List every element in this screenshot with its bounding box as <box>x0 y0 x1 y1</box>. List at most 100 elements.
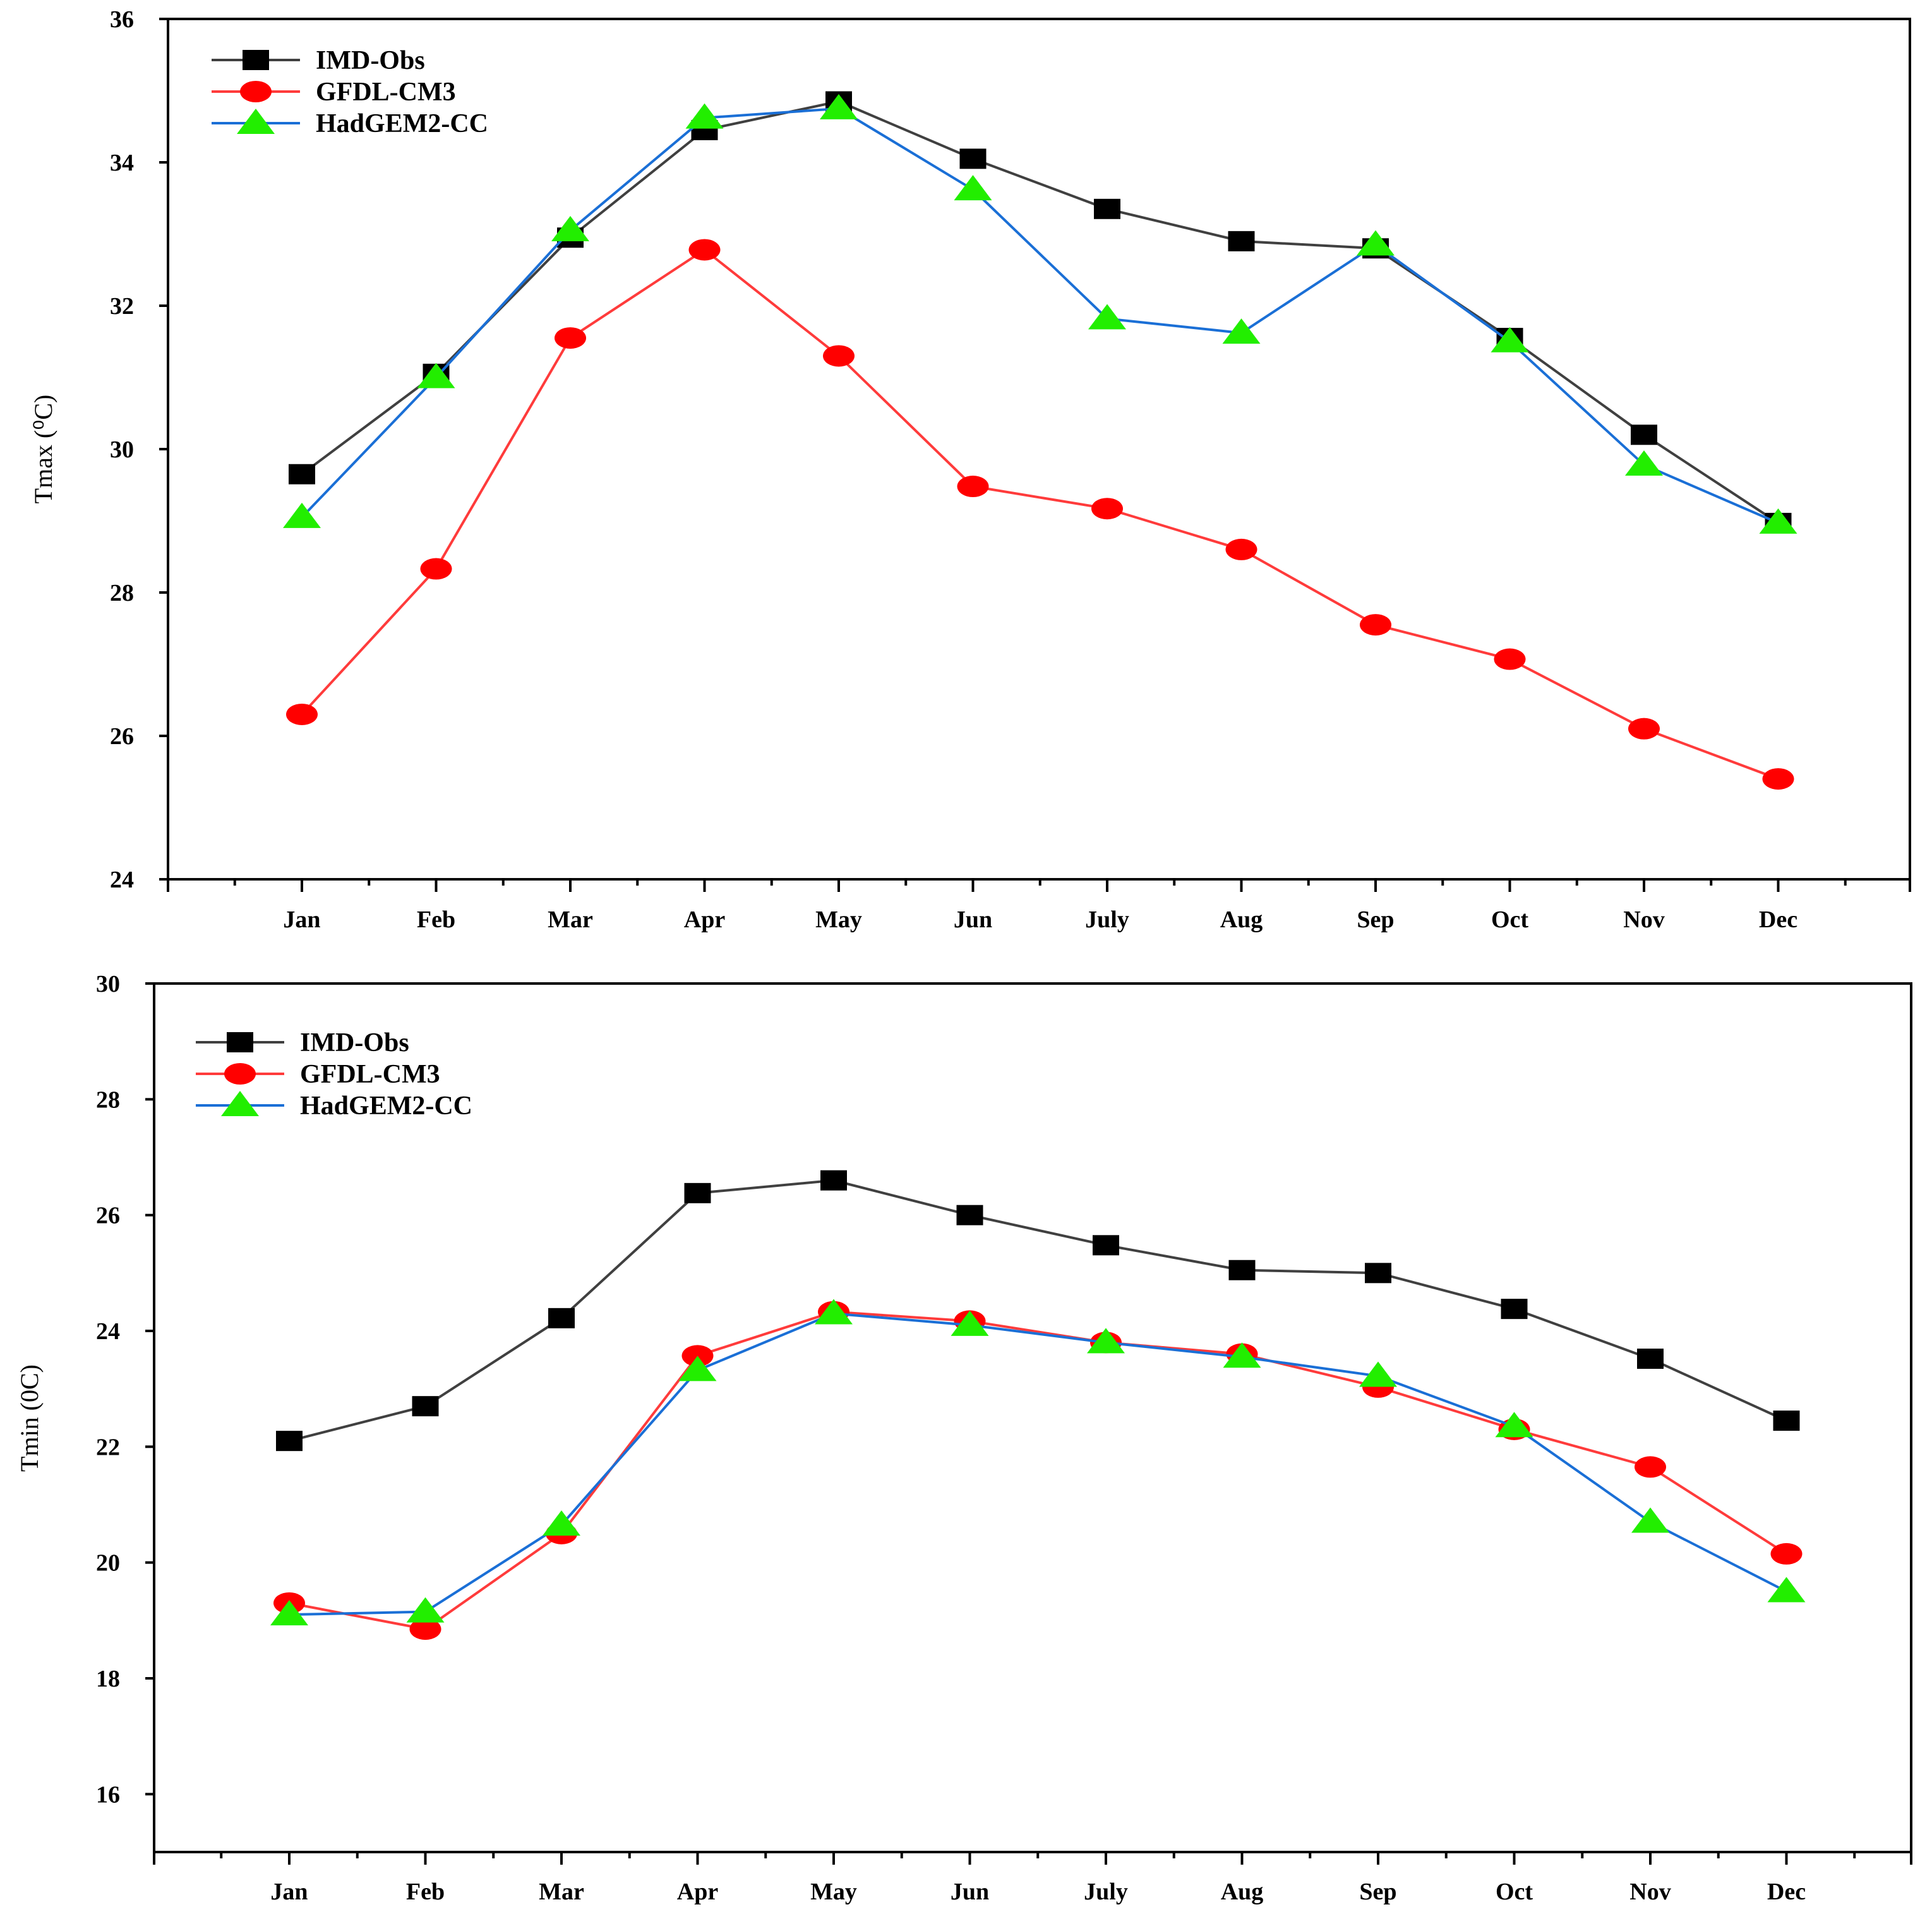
tmax-legend-hadgem2-cc-point-symbol <box>237 109 275 134</box>
tmin-imd-obs-point-3 <box>684 1182 711 1203</box>
tmin-legend-imd-obs-label: IMD-Obs <box>300 1028 409 1057</box>
tmax-xtick-label-dec: Dec <box>1759 906 1797 933</box>
tmin-xtick-label-jun: Jun <box>951 1879 989 1905</box>
tmin-hadgem2-cc-point-10 <box>1631 1507 1669 1533</box>
tmax-hadgem2-cc-point-6 <box>1088 304 1126 330</box>
tmin-xtick-label-mar: Mar <box>539 1879 584 1905</box>
tmax-ytick-label-4: 32 <box>110 293 134 320</box>
tmin-imd-obs-line <box>289 1179 1787 1443</box>
tmin-hadgem2-cc-point-11 <box>1767 1577 1806 1603</box>
tmin-imd-obs-point-1 <box>412 1396 439 1417</box>
tmin-imd-obs-point-9 <box>1501 1299 1528 1320</box>
tmax-xtick-label-jun: Jun <box>954 906 992 933</box>
tmin-ytick-label-5: 26 <box>96 1203 120 1229</box>
tmax-xtick-label-may: May <box>815 906 862 933</box>
tmin-hadgem2-cc-point-1 <box>406 1597 445 1623</box>
tmin-legend: IMD-Obs GFDL-CM3 HadGEM2-CC <box>196 1028 472 1121</box>
tmax-gfdl-cm3-point-11 <box>1762 768 1794 790</box>
tmin-gfdl-cm3-point-11 <box>1770 1543 1803 1565</box>
tmin-xtick-label-nov: Nov <box>1629 1879 1671 1905</box>
tmin-xtick-label-aug: Aug <box>1221 1879 1264 1905</box>
tmax-hadgem2-cc-point-0 <box>283 502 321 528</box>
tmin-legend-imd-obs-point-symbol <box>227 1032 253 1052</box>
tmax-hadgem2-cc-point-9 <box>1491 327 1529 352</box>
tmin-gfdl-cm3-line <box>289 1310 1787 1631</box>
tmin-hadgem2-cc-point-4 <box>815 1299 853 1325</box>
tmin-hadgem2-cc-point-5 <box>951 1310 989 1336</box>
tmin-ytick-label-7: 30 <box>96 971 120 997</box>
tmin-legend-hadgem2-cc-point-symbol <box>221 1091 259 1116</box>
tmin-series <box>270 1170 1806 1640</box>
tmin-imd-obs-point-5 <box>956 1205 983 1225</box>
tmin-y-axis-title: Tmin (0C) <box>15 1364 44 1472</box>
tmax-hadgem2-cc-point-3 <box>685 103 724 129</box>
tmax-hadgem2-cc-point-10 <box>1625 450 1663 476</box>
tmax-plot-frame <box>167 18 1911 881</box>
tmax-gfdl-cm3-point-5 <box>957 476 989 498</box>
tmax-gfdl-cm3-point-3 <box>688 239 721 261</box>
tmin-gfdl-cm3-point-10 <box>1635 1456 1666 1478</box>
tmin-xtick-label-dec: Dec <box>1767 1879 1806 1905</box>
tmin-imd-obs-markers <box>276 1170 1800 1452</box>
tmin-ytick-label-1: 18 <box>96 1666 120 1692</box>
tmin-xtick-label-sep: Sep <box>1359 1879 1396 1905</box>
tmin-imd-obs-point-0 <box>276 1431 303 1452</box>
tmax-xtick-label-aug: Aug <box>1220 906 1263 933</box>
tmax-series <box>283 91 1797 790</box>
tmax-hadgem2-cc-line <box>301 107 1779 524</box>
tmax-xtick-label-apr: Apr <box>684 906 726 933</box>
tmax-gfdl-cm3-point-7 <box>1225 538 1257 560</box>
tmax-ytick-label-6: 36 <box>110 6 134 33</box>
tmin-hadgem2-cc-point-7 <box>1223 1342 1261 1368</box>
tmax-ytick-label-0: 24 <box>110 867 134 893</box>
tmin-ytick-label-2: 20 <box>96 1550 120 1577</box>
tmin-hadgem2-cc-point-9 <box>1495 1412 1533 1438</box>
tmax-y-axis-title: Tmax (⁰C) <box>29 395 57 504</box>
tmax-legend-gfdl-cm3-point-symbol <box>240 81 272 102</box>
tmax-legend-imd-obs-point-symbol <box>243 50 269 70</box>
tmin-imd-obs-point-11 <box>1773 1411 1800 1431</box>
tmax-ytick-label-2: 28 <box>110 580 134 606</box>
tmax-x-axis: Jan Feb Mar Apr May Jun July Aug Sep Oct Nov Dec <box>167 878 1911 933</box>
tmin-xtick-label-oct: Oct <box>1496 1879 1533 1905</box>
tmin-hadgem2-cc-markers <box>270 1299 1806 1626</box>
tmax-legend-hadgem2-cc-label: HadGEM2-CC <box>316 109 488 138</box>
tmax-xtick-label-oct: Oct <box>1491 906 1528 933</box>
tmax-xtick-label-feb: Feb <box>417 906 455 933</box>
tmax-hadgem2-cc-point-7 <box>1222 318 1261 344</box>
tmax-y-axis: 24 26 28 30 32 34 36 <box>110 6 168 893</box>
tmin-imd-obs-point-2 <box>548 1308 575 1328</box>
tmin-imd-obs-point-8 <box>1365 1263 1391 1284</box>
tmax-imd-obs-point-0 <box>289 464 315 484</box>
tmax-legend-gfdl-cm3-label: GFDL-CM3 <box>316 78 456 107</box>
tmin-hadgem2-cc-point-3 <box>678 1356 717 1381</box>
tmin-imd-obs-point-4 <box>820 1170 847 1191</box>
tmax-gfdl-cm3-point-9 <box>1494 648 1526 670</box>
tmax-gfdl-cm3-point-8 <box>1360 614 1391 636</box>
tmin-x-axis: Jan Feb Mar Apr May Jun July Aug Sep Oct Nov Dec <box>153 1851 1912 1905</box>
tmin-legend-hadgem2-cc-label: HadGEM2-CC <box>300 1092 472 1121</box>
tmin-hadgem2-cc-point-6 <box>1087 1328 1125 1354</box>
tmax-panel: 24 26 28 30 32 34 36 Jan Feb Mar Apr May Jun July Aug… <box>29 6 1911 933</box>
tmax-hadgem2-cc-point-11 <box>1759 508 1797 534</box>
tmax-xtick-label-jan: Jan <box>283 906 320 933</box>
tmin-xtick-label-july: July <box>1084 1879 1128 1905</box>
tmin-imd-obs-point-10 <box>1637 1349 1664 1369</box>
tmax-gfdl-cm3-point-6 <box>1091 498 1123 520</box>
tmin-legend-gfdl-cm3-point-symbol <box>224 1063 256 1085</box>
tmin-ytick-label-0: 16 <box>96 1781 120 1808</box>
tmax-hadgem2-cc-point-5 <box>954 175 992 201</box>
tmax-gfdl-cm3-line <box>301 248 1779 780</box>
tmax-ytick-label-5: 34 <box>110 150 134 176</box>
tmax-hadgem2-cc-point-8 <box>1357 230 1395 256</box>
tmax-xtick-label-mar: Mar <box>548 906 593 933</box>
tmin-gfdl-cm3-point-1 <box>409 1618 441 1640</box>
tmin-xtick-label-feb: Feb <box>406 1879 445 1905</box>
tmin-hadgem2-cc-line <box>289 1312 1787 1616</box>
tmin-ytick-label-4: 24 <box>96 1318 120 1345</box>
tmax-gfdl-cm3-point-0 <box>286 703 318 725</box>
tmax-xtick-label-nov: Nov <box>1623 906 1664 933</box>
tmin-imd-obs-point-6 <box>1093 1235 1119 1256</box>
tmax-xtick-label-july: July <box>1085 906 1129 933</box>
